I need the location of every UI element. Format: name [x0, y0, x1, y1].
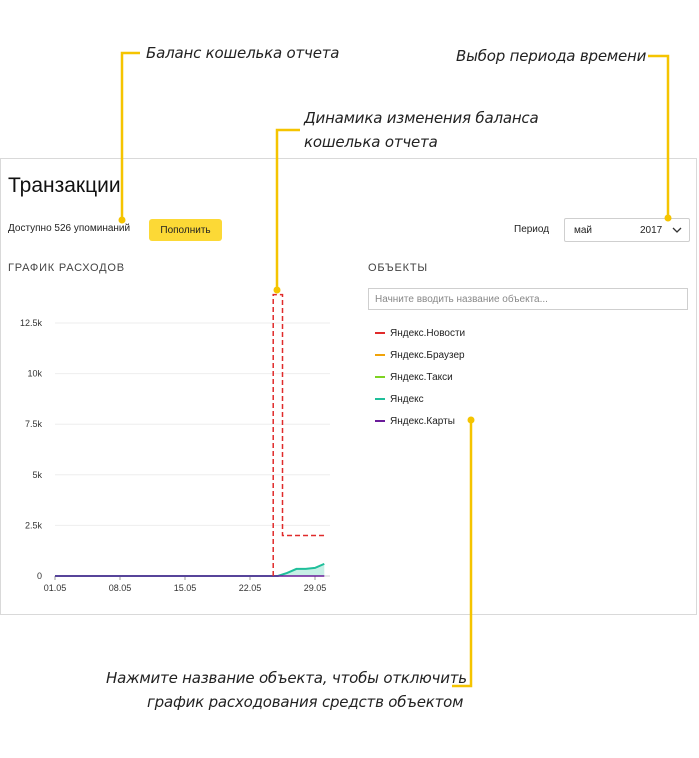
expenses-chart-title: ГРАФИК РАСХОДОВ [8, 262, 125, 274]
x-tick-label: 22.05 [239, 583, 262, 593]
legend-swatch [375, 332, 385, 334]
annotation-dynamics-line1: Динамика изменения баланса [304, 109, 539, 127]
legend-swatch [375, 398, 385, 400]
legend-swatch [375, 420, 385, 422]
object-search-input[interactable] [368, 288, 688, 310]
period-label: Период [514, 224, 550, 235]
y-tick-label: 12.5k [20, 318, 43, 328]
legend-item-label: Яндекс.Новости [390, 327, 466, 339]
period-month: май [574, 225, 593, 236]
page-title: Транзакции [8, 174, 121, 197]
balance-line [272, 293, 325, 576]
chevron-down-icon [672, 227, 682, 233]
annotation-dynamics-line2: кошелька отчета [304, 133, 438, 151]
x-tick-label: 29.05 [304, 583, 327, 593]
legend-item-yandex-taxi[interactable]: Яндекс.Такси [375, 366, 465, 388]
annotation-balance: Баланс кошелька отчета [146, 44, 340, 62]
wallet-balance: Доступно 526 упоминаний [8, 223, 131, 234]
x-tick-label: 15.05 [174, 583, 197, 593]
series-line-yandex [55, 562, 325, 577]
legend-item-yandex-browser[interactable]: Яндекс.Браузер [375, 344, 465, 366]
y-tick-label: 7.5k [25, 419, 43, 429]
y-tick-label: 0 [37, 571, 42, 581]
objects-title: ОБЪЕКТЫ [368, 262, 428, 274]
legend-item-label: Яндекс.Браузер [390, 349, 465, 361]
x-tick-label: 08.05 [109, 583, 132, 593]
expenses-chart: 0 2.5k 5k 7.5k 10k 12.5k 01.05 08.05 15.05 22.05 2… [20, 293, 330, 593]
y-tick-label: 2.5k [25, 520, 43, 530]
y-tick-label: 10k [27, 369, 42, 379]
annotation-objects-line1: Нажмите название объекта, чтобы отключит… [106, 669, 467, 687]
period-year: 2017 [640, 225, 663, 236]
legend-item-yandex-maps[interactable]: Яндекс.Карты [375, 410, 465, 432]
x-tick-label: 01.05 [44, 583, 67, 593]
legend-item-yandex[interactable]: Яндекс [375, 388, 465, 410]
legend-swatch [375, 376, 385, 378]
y-tick-label: 5k [32, 470, 42, 480]
legend-item-label: Яндекс.Такси [390, 371, 453, 383]
legend-item-label: Яндекс [390, 393, 424, 405]
objects-legend: Яндекс.Новости Яндекс.Браузер Яндекс.Так… [375, 322, 465, 432]
legend-item-label: Яндекс.Карты [390, 415, 455, 427]
legend-item-yandex-news[interactable]: Яндекс.Новости [375, 322, 465, 344]
legend-swatch [375, 354, 385, 356]
period-select[interactable]: май 2017 [564, 218, 690, 242]
annotation-objects-line2: график расходования средств объектом [147, 693, 464, 711]
topup-button[interactable]: Пополнить [149, 219, 222, 241]
series-area-yandex [55, 563, 325, 576]
annotation-period: Выбор периода времени [456, 47, 647, 65]
